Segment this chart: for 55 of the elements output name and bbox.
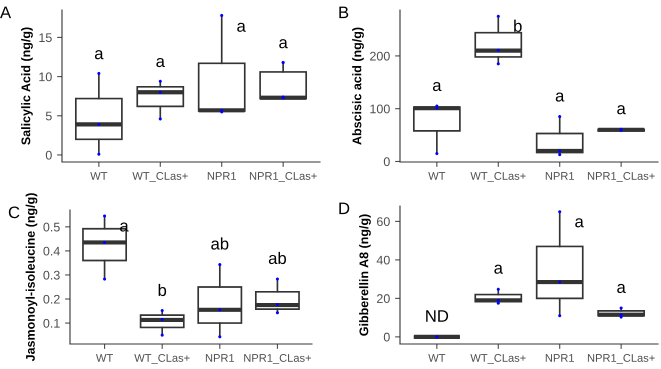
x-tick-label: NPR1 (208, 172, 236, 180)
x-tick-label: NPR1_CLas+ (588, 354, 655, 364)
x-tick-label: WT (96, 354, 113, 362)
x-tick-label: NPR1_CLas+ (244, 354, 312, 364)
y-tick-label: 0.3 (43, 270, 60, 280)
y-tick-label: 200 (370, 52, 390, 61)
x-tick-label: WT_CLas+ (132, 172, 188, 182)
annotation: a (279, 39, 288, 48)
y-tick-label: 0.4 (43, 246, 60, 256)
y-tick-label: 0.2 (43, 294, 60, 304)
annotation: a (617, 284, 626, 294)
x-tick-label: NPR1 (546, 354, 574, 362)
x-tick-label: WT (428, 354, 446, 362)
y-axis-title: Jasmonoyl-isoleucine (ng/g) (26, 193, 38, 362)
y-tick-label: 100 (370, 104, 390, 114)
x-tick-label: NPR1_CLas+ (250, 172, 317, 182)
x-tick-label: WT_CLas+ (134, 354, 190, 364)
annotation: ND (426, 310, 448, 322)
annotation: b (158, 284, 166, 296)
annotation: a (237, 22, 246, 32)
y-axis-title: Gibberellin A8 (ng/g) (359, 214, 371, 336)
y-tick-label: 20 (377, 294, 390, 304)
x-tick-label: WT (90, 172, 108, 180)
chart-title: C (8, 206, 20, 218)
y-tick-label: 10 (39, 72, 52, 82)
y-axis-title: Salicylic Acid (ng/g) (21, 27, 33, 145)
y-tick-label: 0.1 (43, 318, 60, 328)
annotation: a (617, 105, 626, 114)
chart-title: A (0, 6, 12, 18)
y-tick-label: 60 (377, 217, 390, 226)
y-tick-label: 0 (46, 150, 52, 160)
y-tick-label: 5 (46, 112, 52, 120)
y-tick-label: 15 (39, 33, 52, 42)
y-tick-label: 40 (376, 256, 390, 265)
annotation: a (575, 218, 584, 228)
x-tick-label: NPR1 (546, 172, 574, 180)
x-tick-label: WT (428, 172, 446, 180)
chart-title: D (339, 202, 350, 214)
x-tick-label: NPR1_CLas+ (588, 172, 655, 182)
x-tick-label: WT_CLas+ (470, 172, 526, 182)
annotation: a (94, 50, 104, 60)
annotation: a (432, 82, 442, 92)
chart-title: B (339, 6, 348, 18)
annotation: a (556, 92, 564, 102)
y-tick-label: 0.5 (43, 222, 60, 232)
annotation: a (156, 58, 165, 68)
x-tick-label: NPR1 (206, 354, 234, 362)
annotation: a (494, 264, 503, 274)
annotation: ab (211, 237, 228, 250)
y-tick-label: 0 (384, 157, 390, 166)
x-tick-label: WT_CLas+ (470, 354, 526, 364)
y-axis-title: Abscisic acid (ng/g) (352, 28, 364, 145)
annotation: b (514, 20, 522, 32)
y-tick-label: 0 (384, 332, 390, 342)
annotation: ab (268, 252, 286, 264)
